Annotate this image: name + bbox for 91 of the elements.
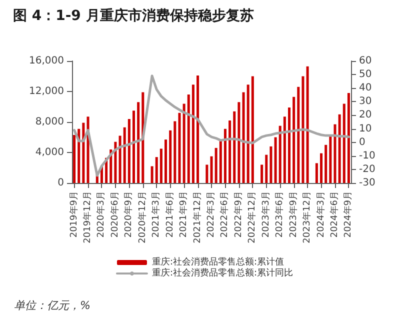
- bar: [224, 128, 226, 183]
- bar: [338, 114, 341, 183]
- y-tick-label: 12,000: [29, 86, 64, 97]
- bar: [238, 102, 240, 183]
- bar: [265, 154, 268, 183]
- x-tick-label: 2024年6月: [328, 191, 340, 238]
- x-tick-label: 2021年9月: [178, 191, 190, 238]
- y2-tick-label: 60: [359, 56, 372, 66]
- bar: [270, 146, 272, 183]
- bar: [297, 86, 300, 183]
- x-tick-label: 2022年9月: [232, 191, 244, 238]
- y2-tick-label: 10: [359, 123, 372, 134]
- y2-tick-label: 30: [359, 96, 372, 108]
- x-tick-label: 2022年6月: [219, 191, 230, 238]
- bar: [137, 102, 140, 183]
- bar: [206, 164, 208, 183]
- bar: [347, 93, 350, 183]
- x-tick-label: 2021年3月: [150, 191, 162, 238]
- bar: [329, 136, 332, 183]
- y2-tick-label: -30: [359, 178, 376, 188]
- bar: [123, 127, 126, 183]
- bar: [242, 92, 245, 183]
- x-tick-label: 2019年9月: [68, 191, 80, 238]
- x-tick-label: 2020年6月: [109, 191, 120, 238]
- y2-tick-label: 50: [359, 69, 372, 80]
- bar: [274, 137, 277, 183]
- x-tick-label: 2023年3月: [260, 191, 272, 238]
- x-tick-label: 2023年9月: [288, 191, 299, 238]
- y-tick-label: 16,000: [29, 56, 64, 66]
- chart-title: 图 4：1-9 月重庆市消费保持稳步复苏: [13, 7, 254, 24]
- legend-label: 重庆:社会消费品零售总额:累计值: [152, 256, 284, 268]
- y2-tick-label: 40: [359, 82, 372, 94]
- bar: [73, 134, 76, 183]
- bar: [288, 108, 291, 183]
- y2-tick-label: 20: [359, 110, 372, 121]
- bar: [315, 163, 318, 183]
- bar: [246, 84, 250, 183]
- bar: [169, 130, 172, 183]
- bar: [155, 157, 158, 183]
- y2-tick-label: -20: [359, 164, 376, 175]
- x-tick-label: 2021年6月: [164, 191, 176, 238]
- x-tick-label: 2023年12月: [302, 191, 313, 244]
- bar: [260, 164, 264, 183]
- x-tick-label: 2022年3月: [206, 191, 216, 238]
- y-tick-label: 8,000: [35, 116, 64, 128]
- bar: [320, 153, 323, 183]
- bar: [196, 75, 200, 183]
- bar: [233, 111, 236, 183]
- bar: [306, 66, 309, 183]
- bar: [342, 104, 346, 183]
- bar: [78, 128, 80, 183]
- bar: [210, 156, 213, 183]
- bar: [118, 136, 122, 183]
- bar: [192, 84, 194, 183]
- bar: [228, 120, 232, 183]
- bar: [132, 110, 136, 183]
- bar: [214, 148, 218, 183]
- y-tick-label: 0: [58, 178, 64, 188]
- x-tick-label: 2024年9月: [342, 191, 354, 238]
- legend-label: 重庆:社会消费品零售总额:累计同比: [152, 268, 294, 278]
- x-tick-label: 2021年12月: [192, 191, 203, 244]
- y-tick-label: 4,000: [35, 147, 64, 158]
- x-tick-label: 2022年12月: [246, 191, 258, 244]
- bar: [82, 122, 85, 183]
- bar: [292, 96, 296, 183]
- bar: [324, 144, 328, 183]
- bar: [178, 112, 181, 183]
- bar: [187, 94, 190, 183]
- bar: [182, 104, 186, 183]
- bar: [219, 140, 222, 183]
- bar: [283, 116, 286, 183]
- bar: [164, 140, 168, 183]
- bar: [160, 148, 162, 183]
- bar: [174, 121, 176, 183]
- text: 单位：亿元，%: [14, 299, 90, 312]
- x-tick-label: 2020年3月: [96, 191, 107, 238]
- x-tick-label: 2024年3月: [315, 191, 326, 238]
- bar: [150, 166, 154, 183]
- x-tick-label: 2023年6月: [274, 191, 286, 238]
- bar: [114, 142, 117, 183]
- bar: [334, 124, 336, 183]
- bar: [128, 118, 130, 183]
- bar: [278, 126, 282, 183]
- x-tick-label: 2020年9月: [123, 191, 134, 238]
- line-series: [73, 74, 350, 177]
- x-tick-label: 2020年12月: [136, 191, 148, 244]
- x-tick-label: 2019年12月: [82, 191, 94, 244]
- bar: [251, 76, 254, 183]
- y2-tick-label: -10: [359, 150, 376, 162]
- y2-tick-label: 0: [359, 136, 366, 148]
- bar: [302, 76, 304, 183]
